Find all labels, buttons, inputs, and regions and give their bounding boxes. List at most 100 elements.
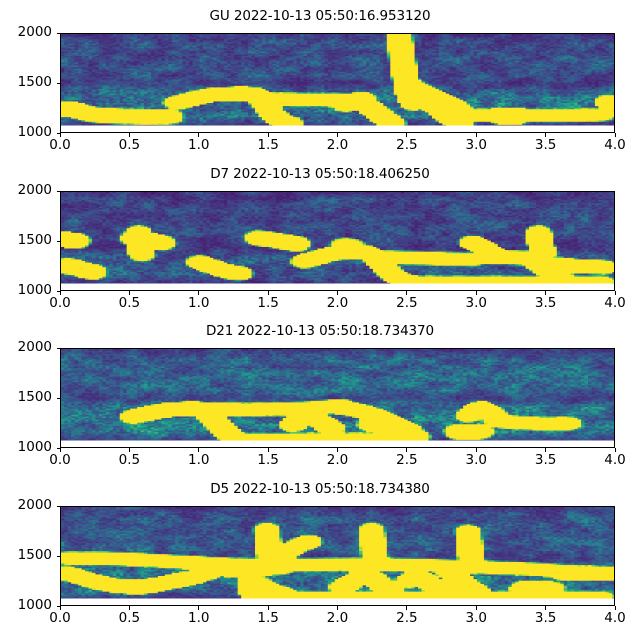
x-tick-label: 0.5 (118, 452, 141, 468)
x-tick-label: 1.5 (257, 137, 279, 153)
y-tickmark (56, 505, 60, 507)
x-tick-label: 3.5 (534, 137, 557, 153)
x-tickmark (267, 291, 269, 295)
x-tick-label: 4.0 (604, 452, 626, 468)
plot-area[interactable] (60, 506, 615, 606)
x-tick-label: 4.0 (604, 137, 626, 153)
x-tick-label: 3.0 (465, 610, 487, 626)
y-tickmark (56, 132, 60, 134)
x-tick-label: 1.5 (257, 452, 279, 468)
x-tickmark (475, 606, 477, 610)
x-tick-label: 1.5 (257, 295, 279, 311)
plot-area[interactable] (60, 348, 615, 448)
x-tickmark (545, 133, 547, 137)
x-tick-label: 1.0 (188, 452, 210, 468)
y-tick-label: 1000 (17, 124, 52, 140)
x-tickmark (267, 133, 269, 137)
spectrogram-canvas (61, 349, 614, 447)
x-tickmark (267, 606, 269, 610)
x-tick-label: 1.0 (188, 295, 210, 311)
y-tickmark (56, 290, 60, 292)
y-tick-label: 2000 (17, 497, 52, 513)
y-tickmark (56, 32, 60, 34)
y-tickmark (56, 555, 60, 557)
x-tickmark (198, 606, 200, 610)
spectrogram-canvas (61, 34, 614, 132)
x-tick-label: 0.5 (118, 137, 141, 153)
x-tick-label: 4.0 (604, 610, 626, 626)
x-tick-label: 3.5 (534, 452, 557, 468)
x-tickmark (128, 606, 130, 610)
y-tickmark (56, 447, 60, 449)
x-tickmark (406, 133, 408, 137)
x-tickmark (545, 448, 547, 452)
x-tick-label: 0.0 (49, 452, 71, 468)
x-tickmark (198, 448, 200, 452)
y-tickmark (56, 397, 60, 399)
x-tickmark (59, 606, 61, 610)
y-tick-label: 1000 (17, 439, 52, 455)
x-tick-label: 3.0 (465, 137, 487, 153)
x-tick-label: 2.0 (326, 295, 349, 311)
x-tick-label: 3.0 (465, 452, 487, 468)
x-tick-label: 0.0 (49, 610, 71, 626)
x-tick-label: 2.0 (326, 452, 349, 468)
x-tick-label: 0.0 (49, 295, 71, 311)
y-tick-label: 1500 (17, 389, 52, 405)
panel-title: GU 2022-10-13 05:50:16.953120 (209, 8, 431, 24)
x-tick-label: 1.0 (188, 137, 210, 153)
x-tickmark (128, 448, 130, 452)
y-tick-label: 1500 (17, 232, 52, 248)
y-tickmark (56, 347, 60, 349)
x-tick-label: 1.5 (257, 610, 279, 626)
x-tick-label: 2.5 (396, 452, 418, 468)
x-tickmark (337, 448, 339, 452)
x-tick-label: 3.5 (534, 610, 557, 626)
x-tickmark (337, 291, 339, 295)
x-tickmark (337, 606, 339, 610)
x-tick-label: 3.0 (465, 295, 487, 311)
x-tickmark (614, 291, 616, 295)
x-tickmark (59, 448, 61, 452)
x-tickmark (545, 606, 547, 610)
y-tickmark (56, 82, 60, 84)
x-tickmark (475, 291, 477, 295)
x-tickmark (545, 291, 547, 295)
x-tick-label: 2.5 (396, 137, 418, 153)
x-tickmark (614, 606, 616, 610)
x-tick-label: 1.0 (188, 610, 210, 626)
x-tickmark (475, 448, 477, 452)
y-tick-label: 2000 (17, 339, 52, 355)
x-tick-label: 0.5 (118, 610, 141, 626)
x-tick-label: 4.0 (604, 295, 626, 311)
y-tick-label: 1500 (17, 74, 52, 90)
x-tickmark (59, 133, 61, 137)
x-tickmark (337, 133, 339, 137)
x-tickmark (475, 133, 477, 137)
plot-area[interactable] (60, 33, 615, 133)
y-tick-label: 1000 (17, 597, 52, 613)
y-tick-label: 1000 (17, 282, 52, 298)
spectrogram-canvas (61, 507, 614, 605)
y-tick-label: 1500 (17, 547, 52, 563)
x-tickmark (128, 291, 130, 295)
panel-title: D7 2022-10-13 05:50:18.406250 (210, 166, 430, 182)
x-tick-label: 0.0 (49, 137, 71, 153)
y-tickmark (56, 605, 60, 607)
x-tickmark (406, 606, 408, 610)
x-tickmark (128, 133, 130, 137)
y-tickmark (56, 190, 60, 192)
x-tickmark (406, 448, 408, 452)
x-tick-label: 2.5 (396, 295, 418, 311)
y-tick-label: 2000 (17, 24, 52, 40)
y-tick-label: 2000 (17, 182, 52, 198)
x-tickmark (614, 133, 616, 137)
x-tickmark (406, 291, 408, 295)
x-tick-label: 3.5 (534, 295, 557, 311)
x-tick-label: 2.0 (326, 610, 349, 626)
x-tickmark (198, 291, 200, 295)
x-tick-label: 2.0 (326, 137, 349, 153)
panel-title: D21 2022-10-13 05:50:18.734370 (205, 323, 435, 339)
plot-area[interactable] (60, 191, 615, 291)
